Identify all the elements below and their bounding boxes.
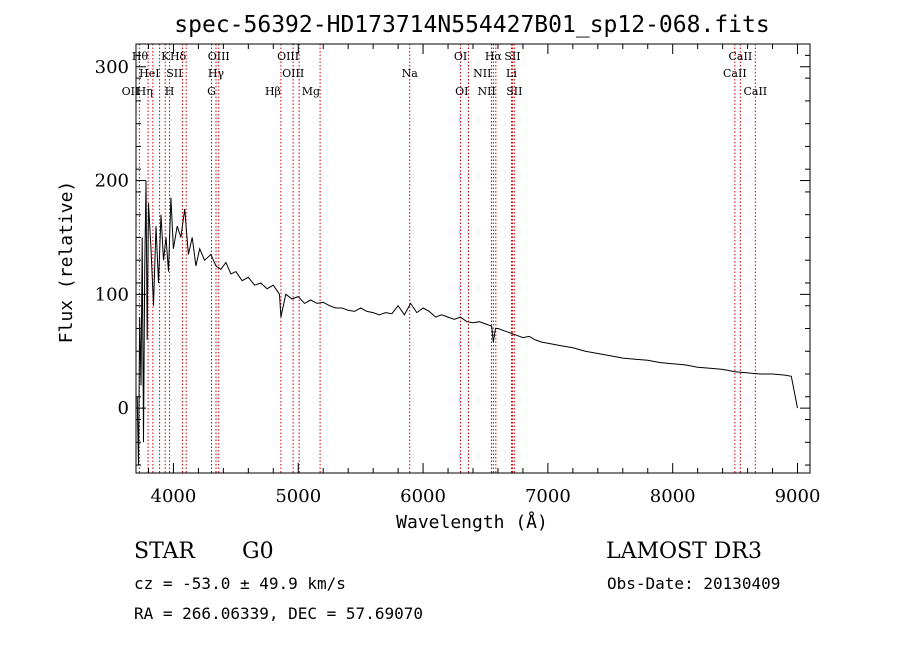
marker-label-16: OI — [454, 50, 467, 63]
marker-label-6: SII — [166, 67, 182, 80]
survey-name: LAMOST DR3 — [606, 539, 762, 564]
marker-label-14: Mg — [302, 85, 320, 98]
y-axis-label: Flux (relative) — [56, 181, 77, 344]
axis-ticks — [136, 44, 810, 473]
marker-label-7: Hδ — [170, 50, 187, 63]
y-tick-label-3: 300 — [95, 57, 129, 78]
marker-label-22: SII — [504, 50, 520, 63]
x-tick-label-5: 9000 — [775, 486, 821, 507]
marker-label-23: SII — [506, 85, 522, 98]
redshift-text: cz = -53.0 ± 49.9 km/s — [134, 574, 346, 593]
y-tick-label-0: 0 — [118, 398, 129, 419]
marker-label-8: G — [207, 85, 216, 98]
marker-label-17: OI — [455, 85, 468, 98]
spectral-line-markers — [138, 44, 756, 473]
x-tick-label-1: 5000 — [275, 486, 321, 507]
marker-label-12: OIII — [282, 67, 304, 80]
plot-frame — [135, 43, 811, 474]
x-tick-label-2: 6000 — [400, 486, 446, 507]
marker-label-25: CaII — [729, 50, 753, 63]
x-tick-label-4: 8000 — [650, 486, 696, 507]
object-class: STAR — [134, 539, 195, 564]
marker-label-19: Hα — [485, 50, 503, 63]
y-tick-label-2: 200 — [95, 171, 129, 192]
x-tick-label-3: 7000 — [525, 486, 571, 507]
marker-label-13: OIII — [277, 50, 299, 63]
marker-label-9: Hγ — [208, 67, 225, 80]
series-line-flux — [136, 180, 798, 466]
marker-label-4: K — [161, 50, 170, 63]
chart-title: spec-56392-HD173714N554427B01_sp12-068.f… — [174, 12, 769, 38]
marker-label-5: H — [165, 85, 175, 98]
marker-label-10: OIII — [208, 50, 230, 63]
coordinates-text: RA = 266.06339, DEC = 57.69070 — [134, 604, 423, 623]
x-tick-label-0: 4000 — [151, 486, 197, 507]
marker-label-24: CaII — [723, 67, 747, 80]
marker-label-26: CaII — [743, 85, 767, 98]
marker-label-15: Na — [402, 67, 419, 80]
marker-label-2: Hη — [137, 85, 153, 98]
object-subclass: G0 — [242, 539, 274, 564]
marker-label-0: OII — [122, 85, 140, 98]
axis-tick-labels: 4000 5000 6000 7000 8000 9000 0 100 200 300 — [95, 57, 821, 507]
obs-date-text: Obs-Date: 20130409 — [607, 574, 781, 593]
marker-label-21: Li — [506, 67, 517, 80]
marker-label-20: NII — [478, 85, 496, 98]
marker-label-3: HeI — [139, 67, 159, 80]
spectral-line-labels: OIIHθHηHeIKHSIIHδGHγOIIIHβOIIIOIIIMgNaOI… — [122, 50, 768, 98]
marker-label-18: NII — [473, 67, 491, 80]
spectrum-series — [136, 180, 798, 466]
y-tick-label-1: 100 — [95, 284, 129, 305]
marker-label-1: Hθ — [132, 50, 149, 63]
marker-label-11: Hβ — [265, 85, 281, 98]
x-axis-label: Wavelength (Å) — [396, 511, 548, 533]
